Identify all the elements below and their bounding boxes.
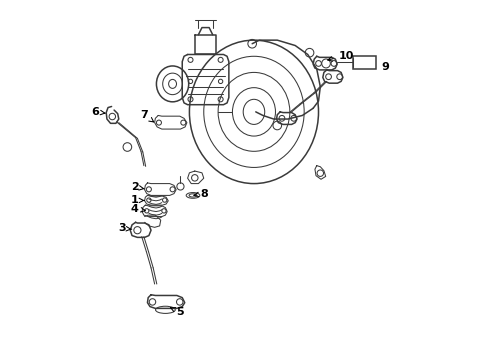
Text: 8: 8: [194, 189, 208, 199]
Text: 6: 6: [91, 107, 105, 117]
Text: 10: 10: [328, 50, 354, 61]
Text: 9: 9: [381, 62, 389, 72]
Text: 4: 4: [131, 204, 145, 214]
Text: 2: 2: [131, 182, 145, 192]
Text: 3: 3: [119, 224, 132, 233]
Text: 5: 5: [171, 307, 184, 317]
Text: 1: 1: [131, 195, 145, 206]
Text: 7: 7: [140, 110, 154, 122]
